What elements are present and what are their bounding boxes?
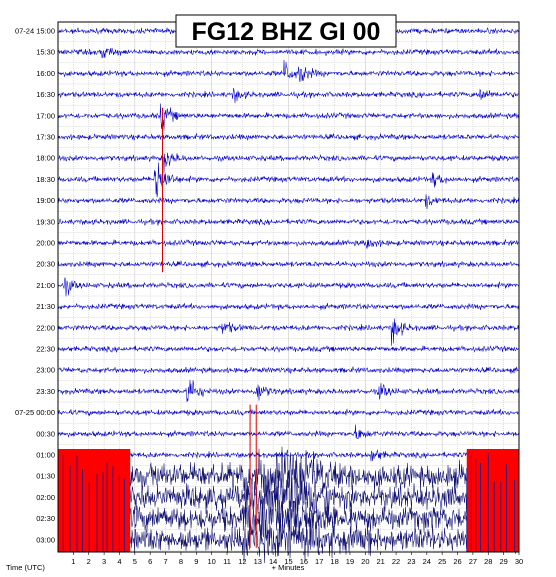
x-tick-label: 25 — [438, 557, 446, 566]
trace-row — [57, 318, 520, 346]
trace-row — [57, 379, 520, 403]
trace-row — [57, 47, 520, 59]
x-tick-label: 21 — [377, 557, 385, 566]
trace-row — [57, 260, 520, 269]
x-tick-label: 10 — [207, 557, 215, 566]
x-tick-label: 16 — [300, 557, 308, 566]
row-time-label: 01:30 — [36, 472, 55, 481]
x-tick-label: 22 — [392, 557, 400, 566]
trace-row — [58, 449, 520, 462]
chart-title: FG12 BHZ GI 00 — [192, 18, 381, 46]
x-tick-label: 14 — [269, 557, 277, 566]
x-tick-label: 30 — [515, 557, 523, 566]
row-time-label: 17:00 — [36, 111, 55, 120]
row-time-label: 16:00 — [36, 69, 55, 78]
x-tick-label: 23 — [407, 557, 415, 566]
x-tick-label: 19 — [346, 557, 354, 566]
trace-row — [57, 365, 520, 375]
row-time-label: 07-24 15:00 — [15, 27, 55, 36]
x-tick-label: 15 — [284, 557, 292, 566]
row-time-label: 01:00 — [36, 451, 55, 460]
row-time-label: 19:30 — [36, 217, 55, 226]
trace-row — [57, 446, 520, 508]
row-time-label: 02:00 — [36, 493, 55, 502]
row-time-label: 20:00 — [36, 239, 55, 248]
trace-row — [57, 345, 520, 353]
row-time-label: 23:00 — [36, 366, 55, 375]
row-time-label: 18:00 — [36, 154, 55, 163]
y-axis-label: Time (UTC) — [6, 563, 45, 572]
row-time-label: 21:30 — [36, 302, 55, 311]
trace-row — [57, 277, 520, 297]
x-tick-label: 27 — [469, 557, 477, 566]
x-tick-label: 28 — [484, 557, 492, 566]
trace-row — [57, 492, 520, 547]
clipped-segment — [466, 449, 519, 552]
row-time-label: 21:00 — [36, 281, 55, 290]
x-tick-label: 8 — [179, 557, 183, 566]
trace-row — [57, 512, 520, 564]
x-tick-label: 13 — [254, 557, 262, 566]
row-time-label: 03:00 — [36, 535, 55, 544]
x-tick-label: 9 — [194, 557, 198, 566]
row-time-labels: 07-24 15:00 15:30 16:00 16:30 17:00 17:30 18:0… — [15, 27, 55, 545]
x-tick-label: 17 — [315, 557, 323, 566]
row-time-label: 16:30 — [36, 90, 55, 99]
x-tick-label: 3 — [102, 557, 106, 566]
x-tick-label: 18 — [330, 557, 338, 566]
trace-row — [57, 238, 520, 249]
row-time-label: 22:00 — [36, 323, 55, 332]
trace-row — [57, 218, 520, 226]
row-time-label: 02:30 — [36, 514, 55, 523]
trace-row — [57, 88, 520, 104]
trace-row — [57, 103, 520, 131]
title-box — [175, 14, 397, 48]
x-tick-label: 1 — [71, 557, 75, 566]
trace-row — [57, 302, 520, 311]
trace-row — [57, 408, 520, 417]
x-tick-label: 7 — [163, 557, 167, 566]
x-tick-label: 12 — [238, 557, 246, 566]
trace-row — [57, 194, 520, 210]
row-time-label: 00:30 — [36, 429, 55, 438]
row-time-label: 15:30 — [36, 48, 55, 57]
x-tick-label: 4 — [117, 557, 121, 566]
seismic-traces — [57, 27, 520, 564]
trace-row — [57, 469, 520, 527]
trace-row — [57, 152, 520, 174]
row-time-label: 20:30 — [36, 260, 55, 269]
trace-row — [57, 162, 520, 198]
trace-row — [57, 59, 520, 83]
row-time-label: 07-25 00:00 — [15, 408, 55, 417]
x-tick-label: 11 — [223, 557, 231, 566]
x-tick-label: 20 — [361, 557, 369, 566]
row-time-label: 23:30 — [36, 387, 55, 396]
row-time-label: 19:00 — [36, 196, 55, 205]
row-time-label: 17:30 — [36, 133, 55, 142]
x-tick-label: 26 — [453, 557, 461, 566]
row-time-label: 22:30 — [36, 345, 55, 354]
trace-row — [57, 424, 520, 440]
x-tick-label: 6 — [148, 557, 152, 566]
x-tick-label: 24 — [423, 557, 431, 566]
minute-tick-labels: 1 2 3 4 5 6 7 8 9 10 11 12 13 14 15 16 17 18 19 20 21 22 23 24 2… — [71, 552, 523, 566]
x-tick-label: 5 — [133, 557, 137, 566]
row-time-label: 18:30 — [36, 175, 55, 184]
trace-row — [57, 132, 520, 142]
x-tick-label: 2 — [87, 557, 91, 566]
x-axis-label: + Minutes — [272, 563, 305, 572]
x-tick-label: 29 — [499, 557, 507, 566]
